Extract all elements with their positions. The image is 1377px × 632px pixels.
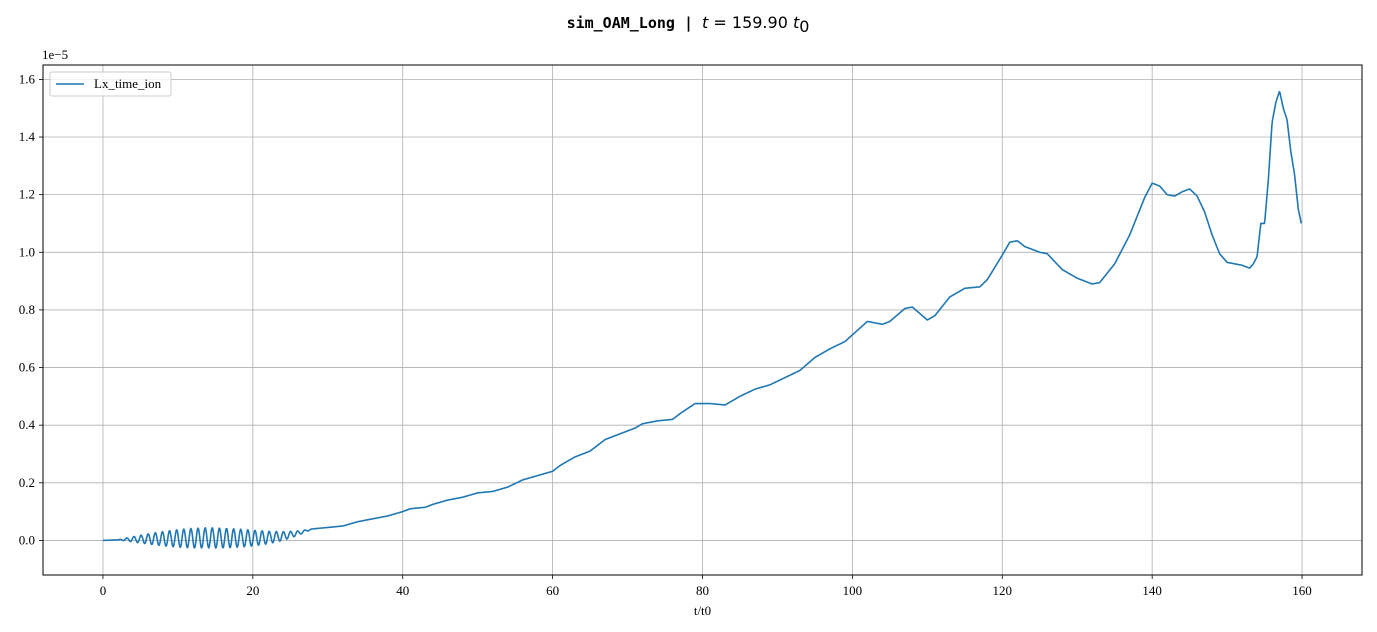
y-axis-offset-text: 1e−5 <box>42 47 68 62</box>
x-tick-label: 100 <box>843 583 863 598</box>
x-axis-label: t/t0 <box>694 603 711 618</box>
y-tick-label: 0.6 <box>19 360 36 375</box>
chart-title-prefix: sim_OAM_Long | <box>567 14 702 33</box>
y-tick-label: 1.0 <box>19 244 35 259</box>
x-tick-label: 160 <box>1292 583 1312 598</box>
x-tick-label: 20 <box>246 583 259 598</box>
x-tick-label: 140 <box>1142 583 1162 598</box>
chart-title-unit-subscript: 0 <box>799 17 809 36</box>
x-tick-label: 60 <box>546 583 559 598</box>
x-tick-label: 40 <box>396 583 409 598</box>
x-tick-label: 120 <box>993 583 1013 598</box>
chart-title-variable: t <box>702 13 709 32</box>
axis-ticks: 0 20 40 60 80 100 120 140 160 0.0 0.2 0.4 0.6 0.8 1.0 1… <box>19 71 1312 598</box>
series-line-Lx_time_ion <box>102 90 1303 549</box>
x-tick-label: 0 <box>100 583 107 598</box>
chart-title-value: = 159.90 <box>708 13 793 32</box>
plot-frame <box>42 64 1363 576</box>
y-tick-label: 0.8 <box>19 302 35 317</box>
legend-box <box>49 71 172 97</box>
y-tick-label: 1.6 <box>19 71 36 86</box>
chart-title: sim_OAM_Long | t = 159.90 t0 <box>567 13 810 36</box>
series-layer <box>102 90 1303 549</box>
y-tick-label: 0.0 <box>19 532 35 547</box>
y-tick-label: 1.2 <box>19 187 35 202</box>
y-tick-label: 0.2 <box>19 475 35 490</box>
y-tick-label: 0.4 <box>19 417 36 432</box>
y-tick-label: 1.4 <box>19 129 36 144</box>
legend-entry-label: Lx_time_ion <box>94 76 162 91</box>
x-tick-label: 80 <box>696 583 709 598</box>
chart-title-unit: t <box>793 13 800 32</box>
legend: Lx_time_ion <box>49 71 172 97</box>
grid <box>43 65 1362 575</box>
